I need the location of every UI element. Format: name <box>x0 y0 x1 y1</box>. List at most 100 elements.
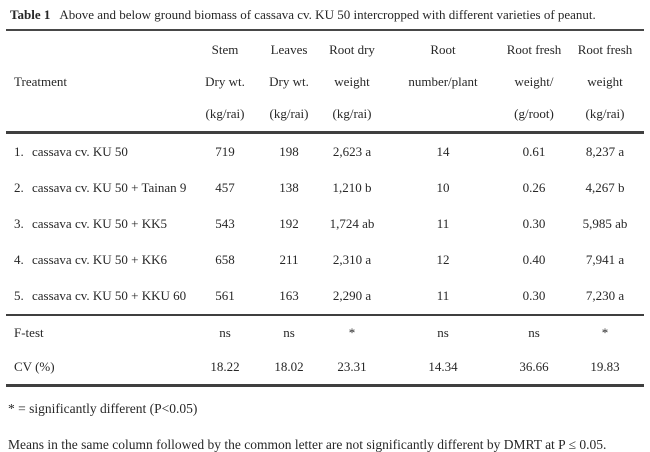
column-header-root-dry-weight: Root dry weight (kg/rai) <box>320 31 384 133</box>
column-header-treatment: Treatment <box>14 74 67 89</box>
column-header-line: (kg/rai) <box>269 106 309 121</box>
row-number: 1. <box>14 144 24 159</box>
value-cell: 163 <box>279 288 299 303</box>
title-divider <box>6 29 644 31</box>
row-number: 2. <box>14 180 24 195</box>
stat-value-cell: 18.02 <box>274 358 304 374</box>
value-cell: 457 <box>215 180 235 195</box>
column-header-line: number/plant <box>408 74 478 89</box>
value-cell: 198 <box>279 144 299 159</box>
column-header-line: weight/ <box>514 74 554 89</box>
row-number: 4. <box>14 252 24 267</box>
stat-value-cell: ns <box>283 324 295 340</box>
note-dmrt: Means in the same column followed by the… <box>8 437 607 452</box>
treatment-cell: 5. cassava cv. KU 50 + KKU 60 <box>6 278 192 315</box>
column-header-line: Leaves <box>270 42 308 57</box>
value-cell: 1,724 ab <box>329 216 375 231</box>
header-row: Treatment Stem Dry wt. (kg/rai) Leaves Dry wt… <box>6 31 644 133</box>
column-header-leaves-dry-wt: Leaves Dry wt. (kg/rai) <box>258 31 320 133</box>
column-header-line: Dry wt. <box>269 74 309 89</box>
value-cell: 1,210 b <box>332 180 372 195</box>
value-cell: 2,290 a <box>332 288 372 303</box>
stat-value-cell: * <box>601 324 609 340</box>
value-cell: 719 <box>215 144 235 159</box>
column-header-line: (kg/rai) <box>332 106 372 121</box>
stat-value-cell: 14.34 <box>428 358 458 374</box>
treatment-cell: 3. cassava cv. KU 50 + KK5 <box>6 206 192 242</box>
column-header-line: weight <box>587 74 623 89</box>
treatment-label: cassava cv. KU 50 + KK6 <box>32 252 168 267</box>
value-cell: 0.40 <box>522 252 546 267</box>
treatment-label: cassava cv. KU 50 + KKU 60 <box>32 288 187 303</box>
treatment-cell: 1. cassava cv. KU 50 <box>6 133 192 171</box>
value-cell: 192 <box>279 216 299 231</box>
table-caption: Above and below ground biomass of cassav… <box>59 7 596 22</box>
column-header-root-fresh-weight-per-root: Root fresh weight/ (g/root) <box>502 31 566 133</box>
column-header-stem-dry-wt: Stem Dry wt. (kg/rai) <box>192 31 258 133</box>
stat-value-cell: * <box>348 324 356 340</box>
column-header-line: Stem <box>211 42 239 57</box>
column-header-line: (g/root) <box>514 106 554 121</box>
stat-value-cell: ns <box>528 324 540 340</box>
table-number-label: Table 1 <box>10 7 51 22</box>
value-cell: 4,267 b <box>585 180 625 195</box>
treatment-cell: 4. cassava cv. KU 50 + KK6 <box>6 242 192 278</box>
value-cell: 10 <box>436 180 450 195</box>
value-cell: 11 <box>436 216 450 231</box>
column-header-root-fresh-weight-total: Root fresh weight (kg/rai) <box>566 31 644 133</box>
cv-row: CV (%) 18.22 18.02 23.31 14.34 36.66 19.83 <box>6 349 644 386</box>
row-number: 3. <box>14 216 24 231</box>
value-cell: 2,310 a <box>332 252 372 267</box>
stat-value-cell: 36.66 <box>519 358 549 374</box>
stat-label: CV (%) <box>14 358 55 374</box>
stat-value-cell: ns <box>437 324 449 340</box>
value-cell: 11 <box>436 288 450 303</box>
value-cell: 7,941 a <box>585 252 625 267</box>
treatment-label: cassava cv. KU 50 + Tainan 9 <box>32 180 187 195</box>
value-cell: 0.26 <box>522 180 546 195</box>
column-header-line: (kg/rai) <box>205 106 245 121</box>
stat-value-cell: 18.22 <box>210 358 240 374</box>
treatment-label: cassava cv. KU 50 <box>32 144 128 159</box>
value-cell: 543 <box>215 216 235 231</box>
value-cell: 5,985 ab <box>582 216 628 231</box>
table-title: Table 1 Above and below ground biomass of… <box>6 0 644 22</box>
column-header-line: Root fresh <box>506 42 562 57</box>
column-header-line: (kg/rai) <box>585 106 625 121</box>
stat-value-cell: ns <box>219 324 231 340</box>
value-cell: 0.30 <box>522 216 546 231</box>
column-header-line <box>385 98 501 130</box>
table-row: 5. cassava cv. KU 50 + KKU 60 561 163 2,290 … <box>6 278 644 315</box>
stat-value-cell: 19.83 <box>590 358 620 374</box>
note-significance: * = significantly different (P<0.05) <box>8 401 198 416</box>
value-cell: 658 <box>215 252 235 267</box>
stat-value-cell: 23.31 <box>337 358 367 374</box>
table-header: Treatment Stem Dry wt. (kg/rai) Leaves Dry wt… <box>6 31 644 133</box>
column-header-line: Dry wt. <box>205 74 245 89</box>
table-row: 1. cassava cv. KU 50 719 198 2,623 a 14 0.61 8,… <box>6 133 644 171</box>
value-cell: 14 <box>436 144 450 159</box>
value-cell: 2,623 a <box>332 144 372 159</box>
column-header-line: Root dry <box>329 42 375 57</box>
table-row: 4. cassava cv. KU 50 + KK6 658 211 2,310 a 12… <box>6 242 644 278</box>
biomass-table: Treatment Stem Dry wt. (kg/rai) Leaves Dry wt… <box>6 31 644 387</box>
value-cell: 0.30 <box>522 288 546 303</box>
column-header-line: Root <box>430 42 456 57</box>
column-header-root-number-per-plant: Root number/plant <box>384 31 502 133</box>
column-header-line: Root fresh <box>577 42 633 57</box>
value-cell: 12 <box>436 252 450 267</box>
statistics-rows: F-test ns ns * ns ns * CV (%) 18.22 18.02 23.31 14.… <box>6 315 644 386</box>
row-number: 5. <box>14 288 24 303</box>
value-cell: 8,237 a <box>585 144 625 159</box>
table-footnotes: * = significantly different (P<0.05) Mea… <box>6 401 644 452</box>
treatment-cell: 2. cassava cv. KU 50 + Tainan 9 <box>6 170 192 206</box>
value-cell: 138 <box>279 180 299 195</box>
ftest-row: F-test ns ns * ns ns * <box>6 315 644 349</box>
table-row: 3. cassava cv. KU 50 + KK5 543 192 1,724 ab 1… <box>6 206 644 242</box>
value-cell: 211 <box>279 252 299 267</box>
value-cell: 561 <box>215 288 235 303</box>
value-cell: 7,230 a <box>585 288 625 303</box>
column-header-line: weight <box>334 74 370 89</box>
treatment-label: cassava cv. KU 50 + KK5 <box>32 216 168 231</box>
